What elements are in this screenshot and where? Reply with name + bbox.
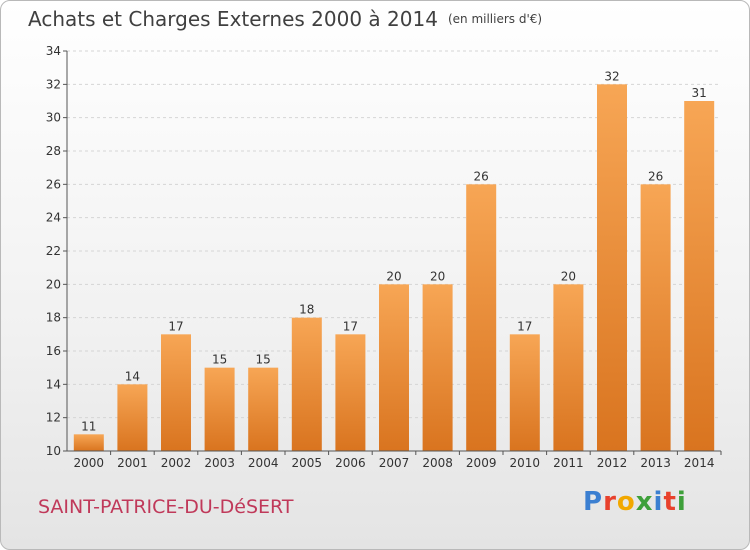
logo-letter: t — [663, 487, 677, 517]
bar-value-label: 31 — [692, 86, 707, 100]
bar-2001 — [117, 384, 148, 451]
bar-value-label: 14 — [125, 369, 140, 383]
x-tick-label: 2001 — [117, 456, 148, 470]
y-tick-label: 28 — [46, 144, 61, 158]
y-tick-label: 10 — [46, 444, 61, 458]
bar-value-label: 15 — [212, 353, 227, 367]
bar-value-label: 11 — [81, 419, 96, 433]
bar-2007 — [379, 284, 409, 451]
bar-value-label: 17 — [343, 319, 358, 333]
y-tick-label: 32 — [46, 77, 61, 91]
bar-2002 — [161, 334, 191, 451]
x-tick-label: 2003 — [204, 456, 235, 470]
x-tick-label: 2014 — [684, 456, 715, 470]
bar-value-label: 26 — [474, 169, 489, 183]
y-tick-label: 30 — [46, 111, 61, 125]
x-tick-label: 2011 — [553, 456, 584, 470]
y-tick-label: 16 — [46, 344, 61, 358]
bar-value-label: 32 — [604, 69, 619, 83]
bar-value-label: 17 — [168, 319, 183, 333]
y-tick-label: 22 — [46, 244, 61, 258]
y-tick-label: 34 — [46, 44, 61, 58]
bar-2010 — [509, 334, 540, 451]
x-tick-label: 2002 — [161, 456, 192, 470]
bar-2006 — [335, 334, 366, 451]
proxiti-logo: Proxiti — [583, 487, 687, 517]
x-tick-label: 2000 — [74, 456, 105, 470]
x-tick-label: 2012 — [597, 456, 628, 470]
x-tick-label: 2006 — [335, 456, 366, 470]
x-tick-label: 2005 — [292, 456, 323, 470]
title-unit: (en milliers d'€) — [447, 12, 543, 26]
bar-value-label: 26 — [648, 169, 663, 183]
commune-name: SAINT-PATRICE-DU-DéSERT — [38, 496, 294, 518]
bar-2011 — [553, 284, 584, 451]
logo-letter: i — [653, 487, 664, 517]
bar-2008 — [422, 284, 453, 451]
x-tick-label: 2007 — [379, 456, 410, 470]
logo-letter: o — [616, 487, 636, 517]
bar-2013 — [640, 184, 671, 452]
y-tick-label: 12 — [46, 411, 61, 425]
logo-letter: P — [583, 487, 604, 517]
bar-2003 — [204, 367, 235, 451]
bar-2009 — [466, 184, 497, 452]
bar-value-label: 20 — [386, 269, 401, 283]
y-tick-label: 20 — [46, 277, 61, 291]
bar-2012 — [597, 84, 627, 451]
x-tick-label: 2004 — [248, 456, 279, 470]
y-tick-label: 18 — [46, 311, 61, 325]
bar-value-label: 20 — [561, 269, 576, 283]
x-tick-label: 2013 — [640, 456, 671, 470]
logo-letter: i — [676, 487, 687, 517]
x-tick-label: 2009 — [466, 456, 497, 470]
bar-2005 — [291, 317, 322, 451]
y-tick-label: 14 — [46, 377, 61, 391]
x-tick-label: 2010 — [510, 456, 541, 470]
bar-value-label: 20 — [430, 269, 445, 283]
logo-letter: x — [635, 487, 654, 517]
bar-2000 — [73, 434, 104, 451]
bar-2004 — [248, 367, 279, 451]
x-tick-label: 2008 — [422, 456, 453, 470]
y-tick-label: 26 — [46, 177, 61, 191]
logo-letter: r — [603, 487, 617, 517]
chart-title: Achats et Charges Externes 2000 à 2014 (e… — [28, 7, 542, 31]
bar-2014 — [684, 101, 715, 451]
y-tick-label: 24 — [46, 211, 61, 225]
bar-value-label: 17 — [517, 319, 532, 333]
bar-value-label: 15 — [256, 353, 271, 367]
title-text: Achats et Charges Externes 2000 à 2014 — [28, 7, 438, 31]
bar-value-label: 18 — [299, 303, 314, 317]
